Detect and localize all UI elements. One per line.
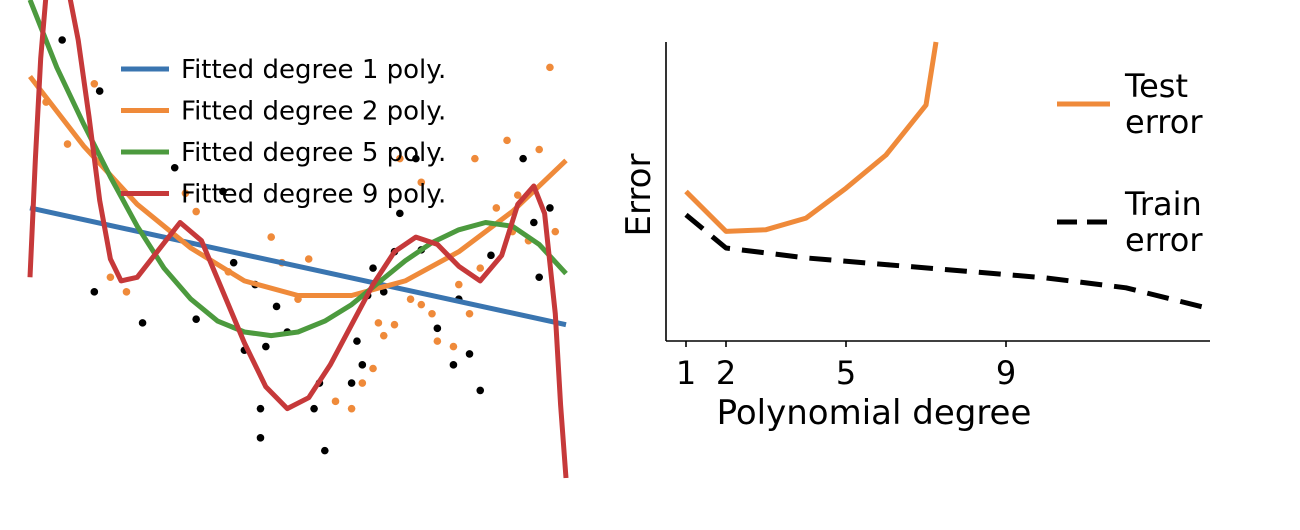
black-point-16 [321,446,329,455]
orange-point-21 [428,309,436,318]
orange-point-26 [476,264,485,272]
orange-point-22 [433,337,442,345]
legend-label-1: Fitted degree 2 poly. [181,97,446,127]
orange-point-1 [63,140,72,148]
orange-point-4 [122,288,131,296]
fit-degree-5-line [27,0,568,339]
black-point-23 [379,288,388,296]
orange-point-20 [417,300,426,309]
orange-point-32 [396,154,404,163]
black-point-20 [353,337,361,345]
orange-point-25 [465,309,474,318]
error-legend-label-1-1: error [1125,221,1203,259]
black-point-15 [310,404,318,413]
black-point-32 [476,386,485,395]
orange-point-34 [471,154,479,163]
orange-point-31 [551,227,560,236]
x-tick-label-2: 5 [836,354,856,392]
black-point-13 [256,404,265,413]
fit-degree-1-line [29,205,567,328]
y-axis-title: Error [619,154,659,237]
black-point-37 [530,218,538,227]
fit-degree-9-line [27,0,569,479]
legend-label-0: Fitted degree 1 poly. [181,55,446,85]
black-point-35 [535,273,543,282]
orange-point-14 [358,379,367,387]
orange-point-3 [106,273,115,282]
train-error-line [684,212,1207,311]
fit-legend: Fitted degree 1 poly. Fitted degree 2 pol… [121,55,446,210]
x-tick-label-1: 2 [716,354,736,392]
orange-point-37 [546,63,554,72]
black-point-9 [272,302,281,311]
legend-label-2: Fitted degree 5 poly. [181,138,446,168]
orange-point-19 [406,295,415,303]
error-legend-label-1-0: Train [1124,185,1202,223]
black-point-33 [487,251,495,260]
orange-point-15 [369,364,377,373]
black-point-25 [396,209,404,218]
black-point-22 [369,264,377,272]
black-point-18 [347,379,356,387]
orange-point-24 [455,280,463,289]
error-legend-label-0-1: error [1125,103,1203,141]
black-point-28 [433,324,442,333]
orange-points [42,63,560,413]
black-point-6 [192,315,200,324]
black-point-3 [219,187,227,196]
black-point-2 [170,163,179,172]
fit-degree-2-line [28,74,568,298]
legend-label-3: Fitted degree 9 poly. [181,180,446,210]
x-tick-label-3: 9 [996,354,1016,392]
orange-point-35 [503,136,511,145]
orange-point-17 [374,319,383,327]
black-point-7 [229,258,238,267]
orange-point-2 [90,80,99,88]
black-point-0 [58,36,66,44]
error-legend-label-0-0: Test [1124,67,1188,105]
black-point-26 [412,154,420,163]
orange-point-33 [417,178,426,187]
error-series [684,41,1207,311]
x-axis-title: Polynomial degree [717,393,1032,433]
orange-point-13 [347,404,356,413]
orange-point-16 [379,331,388,340]
black-point-1 [95,87,104,95]
orange-point-5 [181,189,190,198]
black-point-4 [90,288,99,296]
orange-point-12 [331,397,340,406]
black-point-34 [519,154,527,163]
orange-point-36 [513,191,522,199]
x-tick-label-0: 1 [676,354,696,392]
test-error-line [684,41,939,234]
orange-point-11 [304,255,313,263]
orange-point-8 [267,233,276,241]
fit-curves [27,0,569,479]
black-point-31 [465,350,474,358]
black-point-12 [262,342,270,351]
black-point-29 [449,361,458,369]
fit-panel: Fitted degree 1 poly. Fitted degree 2 pol… [27,0,569,479]
orange-point-27 [492,204,501,212]
orange-point-30 [535,145,543,154]
orange-point-6 [192,207,200,216]
black-point-5 [138,319,147,327]
orange-point-18 [390,320,399,329]
black-point-14 [256,434,265,442]
black-point-19 [358,361,367,369]
orange-point-23 [449,342,458,351]
black-point-36 [546,204,554,212]
